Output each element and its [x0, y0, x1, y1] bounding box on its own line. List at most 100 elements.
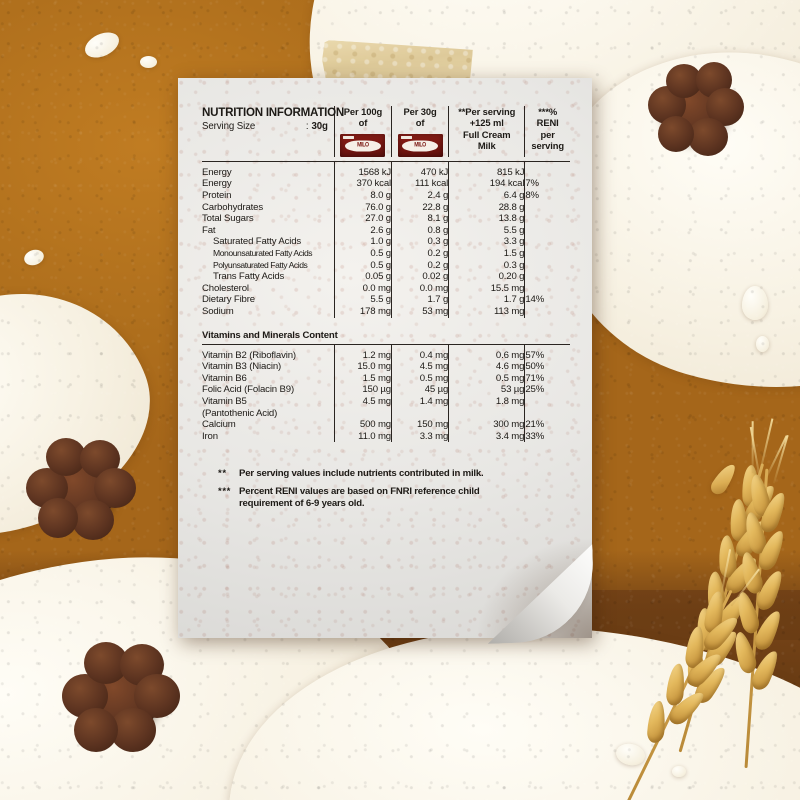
vitamins-divider-rule — [202, 340, 570, 346]
nutrient-per-serving-value: 815 kJ — [448, 166, 525, 179]
vitamin-reni-value: 57% — [524, 349, 570, 362]
nutrient-label: Cholesterol — [202, 282, 249, 294]
main-nutrient-rows: Energy 1568 kJ 470 kJ 815 kJ Energy 370 kcal 1… — [202, 166, 570, 318]
nutrient-reni-value — [524, 201, 570, 214]
serving-size-label: Serving Size — [202, 121, 256, 132]
page-title: NUTRITION INFORMATION — [202, 106, 345, 119]
footnote-text-line2: requirement of 6-9 years old. — [239, 498, 365, 510]
vitamin-reni-value: 71% — [524, 372, 570, 385]
vitamin-per-serving-value: 1.8 mg — [448, 395, 525, 408]
nutrient-per-100g-value: 8.0 g — [333, 190, 392, 202]
vitamin-per-30g-value: 1.4 mg — [390, 395, 449, 408]
nutrient-per-100g-value: 5.5 g — [333, 294, 392, 306]
footnotes: ** Per serving values include nutrients c… — [202, 468, 570, 511]
nutrient-reni-value — [524, 305, 570, 318]
col4-line4: serving — [531, 140, 564, 152]
col1-line2: of — [358, 117, 368, 129]
table-row: Vitamin B6 1.5 mg 0.5 mg 0.5 mg 71% — [202, 372, 570, 385]
badge-tab-1 — [343, 136, 355, 140]
vitamin-per-serving-value: 3.4 mg — [448, 430, 525, 443]
vitamin-label: Vitamin B2 (Riboflavin) — [202, 349, 296, 361]
table-header-row: NUTRITION INFORMATION Serving Size : 30g… — [202, 106, 570, 157]
vitamin-label: Calcium — [202, 419, 236, 431]
nutrient-per-30g-value: 22.8 g — [390, 201, 449, 214]
badge-tab-2 — [400, 136, 412, 140]
nutrient-reni-value — [524, 166, 570, 179]
vitamin-per-30g-value: 0.4 mg — [390, 349, 449, 362]
nutrient-per-serving-value: 6.4 g — [448, 190, 525, 202]
col4-line1: ***% — [538, 106, 558, 117]
table-row: Calcium 500 mg 150 mg 300 mg 21% — [202, 419, 570, 431]
brand-name-1: MILO — [357, 141, 369, 150]
footnote: *** Percent RENI values are based on FNRI… — [218, 486, 570, 511]
vitamin-reni-value: 21% — [524, 419, 570, 431]
nutrition-table: NUTRITION INFORMATION Serving Size : 30g… — [202, 106, 570, 443]
nutrition-facts-panel: NUTRITION INFORMATION Serving Size : 30g… — [178, 78, 592, 638]
table-row: Folic Acid (Folacin B9) 150 µg 45 µg 53 µg 2… — [202, 384, 570, 396]
vitamin-per-serving-value: 0.5 mg — [448, 372, 525, 385]
vitamin-per-30g-value: 0.5 mg — [390, 372, 449, 385]
nutrient-per-30g-value: 0.2 g — [390, 247, 449, 260]
nutrient-reni-value: 8% — [524, 190, 570, 202]
vitamin-per-100g-value: 500 mg — [333, 419, 392, 431]
table-row: Sodium 178 mg 53 mg 113 mg — [202, 305, 570, 318]
vitamin-per-100g-value: 11.0 mg — [333, 430, 392, 443]
table-row: Cholesterol 0.0 mg 0.0 mg 15.5 mg — [202, 282, 570, 295]
col4-line2: RENI — [536, 117, 559, 129]
table-row: Vitamin B2 (Riboflavin) 1.2 mg 0.4 mg 0.6 m… — [202, 349, 570, 362]
nutrient-per-30g-value: 53 mg — [390, 305, 449, 318]
vitamin-per-30g-value: 45 µg — [390, 384, 449, 396]
nutrient-per-100g-value: 27.0 g — [333, 213, 392, 225]
vitamin-label: Vitamin B6 — [202, 372, 247, 384]
vitamin-per-serving-value — [448, 407, 525, 420]
badge-ribbon-2: MILO — [402, 140, 439, 152]
nutrition-label-paper: NUTRITION INFORMATION Serving Size : 30g… — [178, 78, 592, 638]
table-row: Protein 8.0 g 2.4 g 6.4 g 8% — [202, 190, 570, 202]
nutrient-per-100g-value: 76.0 g — [333, 201, 392, 214]
nutrient-label: Energy — [202, 166, 232, 178]
nutrient-per-serving-value: 15.5 mg — [448, 282, 525, 295]
vitamin-per-100g-value: 4.5 mg — [333, 395, 392, 408]
nutrient-per-serving-value: 1.7 g — [448, 294, 525, 306]
vitamin-reni-value: 33% — [524, 430, 570, 443]
nutrient-label: Polyunsaturated Fatty Acids — [213, 259, 308, 270]
badge-ribbon-1: MILO — [344, 140, 381, 152]
nutrient-label: Protein — [202, 190, 232, 201]
vitamin-reni-value — [524, 407, 570, 420]
vitamin-reni-value — [524, 395, 570, 408]
col3-line1: **Per serving — [458, 106, 516, 117]
col3-line3: Full Cream — [463, 128, 511, 140]
nutrient-per-100g-value: 1.0 g — [333, 236, 392, 248]
nutrient-label: Energy — [202, 178, 232, 190]
vitamin-per-serving-value: 4.6 mg — [448, 361, 525, 373]
header-title-cell: NUTRITION INFORMATION Serving Size : 30g — [202, 106, 345, 157]
serving-size-separator: : — [305, 121, 309, 132]
vitamins-section-header-row: Vitamins and Minerals Content — [202, 330, 570, 341]
brand-logo-badge-1: MILO — [340, 133, 386, 157]
vitamins-section-header: Vitamins and Minerals Content — [202, 329, 338, 341]
nutrient-reni-value: 7% — [524, 178, 570, 190]
footnote-marker: *** — [218, 485, 232, 497]
nutrient-reni-value: 14% — [524, 294, 570, 306]
nutrient-per-serving-value: 194 kcal — [448, 178, 525, 190]
nutrient-label: Fat — [202, 224, 216, 236]
vitamin-per-100g-value: 1.2 mg — [333, 349, 392, 362]
vitamin-label: Vitamin B3 (Niacin) — [202, 361, 282, 373]
vitamin-per-serving-value: 0.6 mg — [448, 349, 525, 362]
nutrient-reni-value — [524, 213, 570, 225]
vitamin-label: Folic Acid (Folacin B9) — [202, 384, 294, 396]
table-row: Monounsaturated Fatty Acids 0.5 g 0.2 g 1.5… — [202, 247, 570, 260]
vitamin-per-100g-value: 150 µg — [333, 384, 392, 396]
nutrient-label: Saturated Fatty Acids — [213, 236, 302, 248]
nutrient-per-30g-value: 1.7 g — [390, 294, 449, 306]
header-divider-rule — [202, 156, 570, 163]
nutrient-per-30g-value: 111 kcal — [390, 178, 449, 190]
nutrient-per-30g-value: 2.4 g — [390, 190, 449, 202]
column-header-reni: ***% RENI per serving — [524, 106, 570, 157]
nutrient-label: Dietary Fibre — [202, 294, 255, 306]
brand-name-2: MILO — [414, 141, 426, 150]
table-row: Vitamin B5 4.5 mg 1.4 mg 1.8 mg — [202, 395, 570, 408]
section-spacer — [202, 318, 570, 330]
vitamin-per-30g-value: 3.3 mg — [390, 430, 449, 443]
